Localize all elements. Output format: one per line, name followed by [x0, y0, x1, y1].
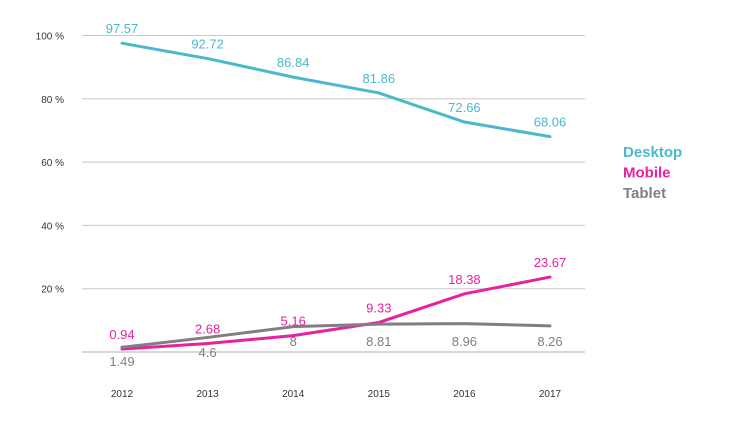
y-tick-label: 80 % — [41, 95, 64, 106]
legend-item-mobile: Mobile — [623, 165, 671, 182]
x-tick-label: 2016 — [453, 389, 476, 400]
data-label-mobile: 2.68 — [195, 322, 220, 337]
data-label-tablet: 8.81 — [366, 334, 391, 349]
series-line-desktop — [120, 41, 552, 139]
data-label-tablet: 8 — [290, 334, 297, 349]
x-tick-label: 2013 — [196, 389, 219, 400]
legend-item-tablet: Tablet — [623, 185, 666, 202]
data-label-desktop: 97.57 — [106, 21, 139, 36]
x-tick-label: 2015 — [368, 389, 391, 400]
data-label-desktop: 72.66 — [448, 100, 481, 115]
x-tick-label: 2014 — [282, 389, 305, 400]
data-label-mobile: 23.67 — [534, 255, 567, 270]
legend-item-desktop: Desktop — [623, 144, 682, 161]
series-line-tablet — [120, 322, 552, 349]
data-label-mobile: 9.33 — [366, 300, 391, 315]
data-label-tablet: 8.26 — [537, 334, 562, 349]
data-label-tablet: 4.6 — [199, 345, 217, 360]
data-label-desktop: 81.86 — [363, 71, 396, 86]
data-label-mobile: 0.94 — [109, 327, 134, 342]
y-tick-label: 20 % — [41, 285, 64, 296]
x-tick-label: 2012 — [111, 389, 134, 400]
data-label-desktop: 68.06 — [534, 115, 567, 130]
x-tick-label: 2017 — [539, 389, 562, 400]
data-label-mobile: 18.38 — [448, 272, 481, 287]
data-label-mobile: 5.16 — [281, 314, 306, 329]
data-label-tablet: 1.49 — [109, 354, 134, 369]
data-label-desktop: 92.72 — [191, 37, 224, 52]
data-label-tablet: 8.96 — [452, 334, 477, 349]
y-tick-label: 40 % — [41, 221, 64, 232]
series-line-mobile — [120, 275, 552, 351]
data-label-desktop: 86.84 — [277, 55, 310, 70]
y-tick-label: 60 % — [41, 158, 64, 169]
y-tick-label: 100 % — [36, 32, 64, 43]
